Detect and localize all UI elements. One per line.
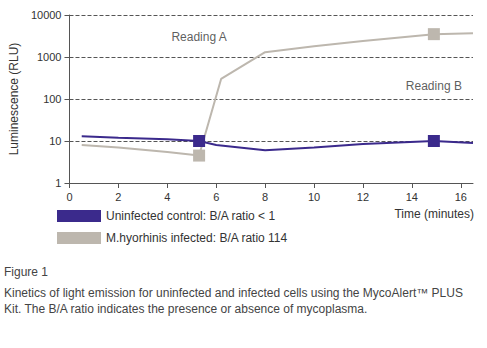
svg-text:0: 0 xyxy=(66,191,72,203)
svg-text:6: 6 xyxy=(213,191,219,203)
svg-text:1000: 1000 xyxy=(37,51,61,63)
svg-text:Kinetics of light emission for: Kinetics of light emission for uninfecte… xyxy=(4,286,466,300)
svg-text:Luminescence (RLU): Luminescence (RLU) xyxy=(7,43,21,156)
svg-text:4: 4 xyxy=(164,191,170,203)
svg-text:8: 8 xyxy=(262,191,268,203)
svg-text:Reading B: Reading B xyxy=(406,79,462,93)
svg-text:Figure 1: Figure 1 xyxy=(4,265,48,279)
svg-text:10: 10 xyxy=(49,135,61,147)
svg-text:Kit. The B/A ratio indicates t: Kit. The B/A ratio indicates the presenc… xyxy=(4,302,367,316)
svg-text:10: 10 xyxy=(308,191,320,203)
svg-text:16: 16 xyxy=(455,191,467,203)
svg-text:Time (minutes): Time (minutes) xyxy=(394,207,474,221)
svg-text:2: 2 xyxy=(115,191,121,203)
svg-text:14: 14 xyxy=(406,191,418,203)
svg-text:12: 12 xyxy=(357,191,369,203)
svg-text:Uninfected control: B/A ratio: Uninfected control: B/A ratio < 1 xyxy=(106,209,275,223)
svg-text:1: 1 xyxy=(55,177,61,189)
svg-text:100: 100 xyxy=(43,93,61,105)
svg-text:Reading A: Reading A xyxy=(171,30,226,44)
svg-text:10000: 10000 xyxy=(31,9,62,21)
svg-text:M.hyorhinis infected: B/A rati: M.hyorhinis infected: B/A ratio 114 xyxy=(106,231,288,245)
